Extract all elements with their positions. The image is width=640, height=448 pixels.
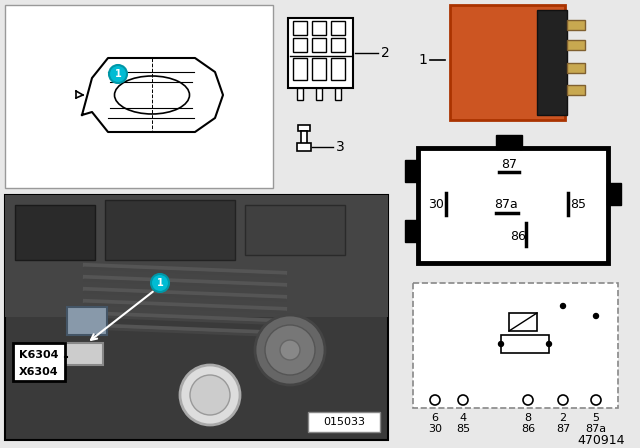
Text: 470914: 470914 xyxy=(577,434,625,447)
Bar xyxy=(13,343,65,381)
Circle shape xyxy=(547,341,552,346)
Text: 8: 8 xyxy=(524,413,532,423)
Bar xyxy=(301,131,307,146)
Bar xyxy=(293,58,307,80)
Bar xyxy=(293,21,307,35)
Bar xyxy=(331,58,345,80)
Text: 87: 87 xyxy=(501,159,517,172)
Bar xyxy=(312,38,326,52)
Bar xyxy=(245,205,345,255)
Text: 3: 3 xyxy=(336,140,345,154)
Text: 015033: 015033 xyxy=(323,417,365,427)
Text: 87: 87 xyxy=(556,424,570,434)
Text: X6304: X6304 xyxy=(19,367,59,377)
Text: 4: 4 xyxy=(460,413,467,423)
Text: 87a: 87a xyxy=(586,424,607,434)
Bar xyxy=(5,195,388,440)
Text: 30: 30 xyxy=(428,424,442,434)
Bar xyxy=(567,20,585,30)
Bar xyxy=(413,283,618,408)
Circle shape xyxy=(151,274,169,292)
Bar xyxy=(297,143,311,151)
Text: 30: 30 xyxy=(428,198,444,211)
Bar xyxy=(298,125,310,131)
Bar xyxy=(67,307,107,335)
Bar xyxy=(501,335,549,353)
Circle shape xyxy=(180,365,240,425)
Bar xyxy=(405,160,419,182)
Bar xyxy=(15,205,95,260)
Text: K6304: K6304 xyxy=(19,350,59,360)
Bar xyxy=(509,313,537,331)
Bar xyxy=(537,10,567,115)
Circle shape xyxy=(558,395,568,405)
Bar xyxy=(312,21,326,35)
Bar xyxy=(450,5,565,120)
Text: 85: 85 xyxy=(570,198,586,211)
Circle shape xyxy=(523,395,533,405)
Bar xyxy=(105,200,235,260)
Text: 86: 86 xyxy=(510,229,526,242)
Circle shape xyxy=(430,395,440,405)
Circle shape xyxy=(109,65,127,83)
Bar xyxy=(567,63,585,73)
Bar xyxy=(496,135,522,149)
Bar xyxy=(5,5,273,188)
Circle shape xyxy=(190,375,230,415)
Text: 86: 86 xyxy=(521,424,535,434)
Text: 1: 1 xyxy=(115,69,122,79)
Bar xyxy=(316,88,322,100)
Text: 2: 2 xyxy=(559,413,566,423)
Bar xyxy=(297,88,303,100)
Bar xyxy=(331,38,345,52)
Bar xyxy=(65,343,103,365)
Text: 1: 1 xyxy=(418,53,427,67)
Bar xyxy=(331,21,345,35)
Circle shape xyxy=(265,325,315,375)
Bar xyxy=(5,195,388,317)
Bar xyxy=(288,18,353,88)
Bar xyxy=(418,148,608,263)
Circle shape xyxy=(593,314,598,319)
Circle shape xyxy=(458,395,468,405)
Text: 2: 2 xyxy=(381,46,390,60)
Bar xyxy=(308,412,380,432)
Circle shape xyxy=(591,395,601,405)
Bar xyxy=(293,38,307,52)
Text: 1: 1 xyxy=(157,278,163,288)
Bar xyxy=(567,85,585,95)
Text: 5: 5 xyxy=(593,413,600,423)
Circle shape xyxy=(561,303,566,309)
Bar xyxy=(312,58,326,80)
Circle shape xyxy=(255,315,325,385)
Bar xyxy=(607,183,621,205)
Bar xyxy=(567,40,585,50)
Bar xyxy=(405,220,419,242)
Text: 87a: 87a xyxy=(494,198,518,211)
Text: 85: 85 xyxy=(456,424,470,434)
Circle shape xyxy=(499,341,504,346)
Text: 6: 6 xyxy=(431,413,438,423)
Bar xyxy=(335,88,341,100)
Circle shape xyxy=(280,340,300,360)
